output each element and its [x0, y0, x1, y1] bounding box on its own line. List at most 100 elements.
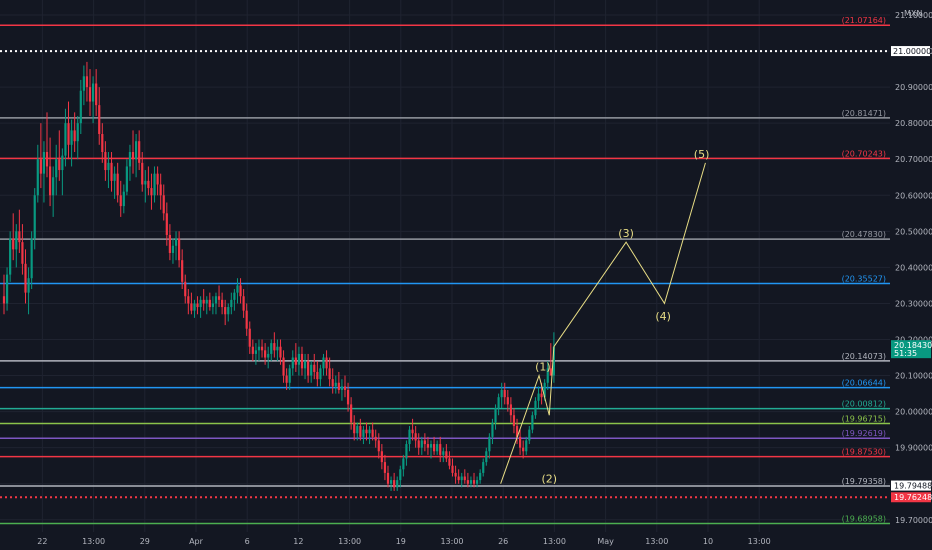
time-axis-panel[interactable] [0, 532, 890, 550]
x-tick-label-1: 13:00 [82, 537, 105, 546]
candle-body-173 [534, 400, 537, 416]
candle-body-143 [442, 451, 445, 455]
x-tick-label-0: 22 [37, 537, 47, 546]
x-tick-label-4: 6 [245, 537, 250, 546]
price-axis-panel[interactable] [890, 0, 932, 550]
candle-body-71 [221, 299, 224, 308]
candle-body-160 [494, 408, 497, 423]
candle-body-152 [469, 480, 473, 484]
candle-body-116 [359, 426, 362, 437]
y-tick-label-8: 20.30000 [895, 299, 932, 308]
candle-body-88 [273, 343, 276, 351]
wave-label-5: (5) [694, 148, 710, 161]
candle-body-75 [233, 292, 236, 300]
candle-body-69 [214, 296, 218, 304]
candle-body-108 [334, 382, 337, 387]
candle-body-154 [475, 480, 479, 484]
x-tick-label-12: 13:00 [645, 537, 668, 546]
candle-body-132 [408, 429, 411, 445]
candle-body-63 [196, 303, 199, 308]
x-tick-label-6: 13:00 [338, 537, 361, 546]
horizontal-levels[interactable] [0, 24, 890, 525]
candle-body-27 [85, 76, 89, 88]
candle-body-39 [122, 191, 125, 207]
candle-body-13 [42, 152, 46, 174]
x-tick-label-13: 10 [703, 537, 713, 546]
elliott-wave[interactable]: (1) (2) (3) (4) (5) [500, 148, 710, 485]
candle-body-123 [380, 451, 383, 463]
candle-body-175 [540, 393, 543, 398]
elliott-wave-path[interactable] [500, 162, 706, 484]
candle-body-139 [429, 444, 433, 448]
candle-body-64 [199, 299, 202, 308]
level-label-0: (21.07164) [842, 16, 886, 25]
level-badge-bg-1 [891, 46, 930, 57]
candle-body-141 [436, 444, 439, 452]
candle-body-18 [58, 159, 61, 171]
candle-body-91 [282, 357, 285, 376]
candle-body-59 [184, 281, 187, 297]
candle-body-162 [500, 389, 503, 398]
candle-body-66 [205, 299, 208, 304]
y-tick-label-6: 20.50000 [895, 227, 932, 236]
candle-body-177 [546, 368, 549, 383]
level-label-6: (20.14073) [842, 352, 886, 361]
candle-body-57 [178, 238, 181, 261]
candle-body-125 [386, 472, 390, 484]
y-tick-label-11: 20.00000 [895, 408, 932, 417]
candle-body-56 [174, 238, 178, 246]
candle-body-65 [202, 299, 205, 304]
candle-body-51 [159, 184, 162, 196]
candle-body-100 [310, 364, 313, 376]
candle-body-113 [350, 404, 353, 423]
candle-body-44 [138, 141, 141, 163]
candle-body-169 [522, 447, 525, 452]
x-tick-label-8: 13:00 [440, 537, 463, 546]
price-badge-value-1: 19.79488 [894, 482, 932, 491]
x-tick-label-14: 13:00 [748, 537, 771, 546]
level-label-7: (20.06644) [842, 379, 886, 388]
candle-body-127 [393, 480, 396, 488]
candle-body-146 [451, 465, 454, 473]
candle-body-68 [211, 303, 214, 308]
candle-body-134 [414, 433, 417, 441]
price-badge-value-2: 19.76248 [894, 493, 932, 502]
candle-body-1 [5, 274, 9, 304]
candle-body-49 [153, 173, 156, 196]
candle-body-10 [33, 195, 36, 239]
candle-body-98 [303, 361, 307, 369]
candle-body-119 [368, 429, 371, 434]
candle-body-6 [21, 242, 24, 264]
candle-body-55 [171, 245, 175, 253]
candle-body-157 [485, 451, 488, 463]
candle-body-115 [356, 426, 359, 434]
candle-body-25 [79, 90, 82, 124]
candle-body-118 [365, 429, 368, 434]
candle-body-159 [491, 422, 494, 437]
candle-body-151 [466, 480, 469, 484]
candle-body-124 [383, 462, 387, 473]
candle-body-178 [549, 368, 552, 376]
candle-body-137 [423, 440, 426, 445]
candle-body-41 [128, 152, 132, 167]
candle-body-135 [417, 440, 420, 448]
level-label-1: 21.00000 [893, 47, 931, 56]
candle-body-147 [454, 472, 457, 477]
candle-body-48 [150, 188, 153, 196]
candle-body-83 [257, 346, 261, 351]
y-tick-label-0: 21.10000 [895, 11, 932, 20]
candle-body-126 [389, 480, 393, 484]
candle-body-106 [328, 368, 331, 380]
level-label-11: (19.87530) [842, 448, 886, 457]
candle-body-9 [30, 238, 33, 279]
candle-body-45 [141, 162, 144, 185]
wave-label-2: (2) [541, 472, 557, 485]
candle-body-140 [432, 444, 436, 452]
candle-body-155 [479, 472, 482, 481]
y-tick-label-2: 20.90000 [895, 83, 932, 92]
candle-body-70 [217, 296, 221, 300]
price-badge-value-0: 20.18430 [894, 341, 932, 350]
